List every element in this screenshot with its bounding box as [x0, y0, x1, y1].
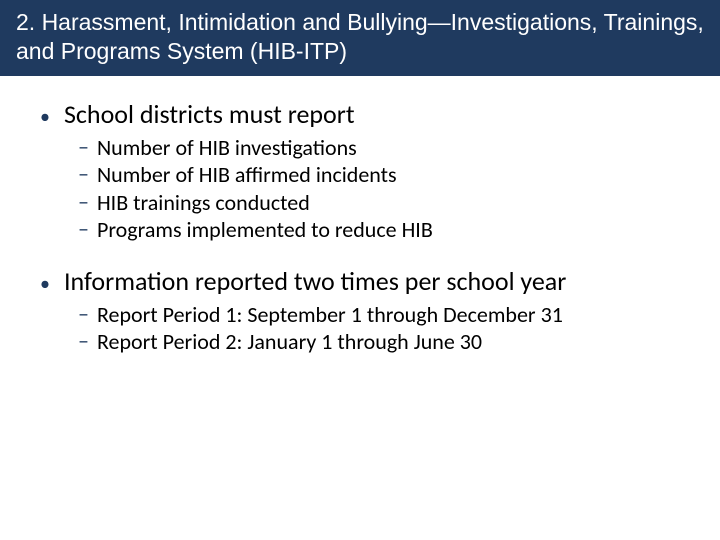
bullet-level2: – Number of HIB investigations [78, 134, 680, 162]
bullet-level2: – Report Period 2: January 1 through Jun… [78, 328, 680, 356]
dash-marker-icon: – [78, 189, 89, 215]
dash-marker-icon: – [78, 328, 89, 354]
slide-content: • School districts must report – Number … [0, 77, 720, 356]
sub-bullet-text: Programs implemented to reduce HIB [97, 216, 433, 244]
sub-bullet-text: HIB trainings conducted [97, 189, 310, 217]
sub-bullet-list: – Report Period 1: September 1 through D… [78, 301, 680, 356]
dash-marker-icon: – [78, 134, 89, 160]
bullet-level2: – Number of HIB affirmed incidents [78, 161, 680, 189]
bullet-text: School districts must report [64, 99, 355, 130]
sub-bullet-text: Report Period 1: September 1 through Dec… [97, 301, 563, 329]
sub-bullet-text: Number of HIB affirmed incidents [97, 161, 397, 189]
dash-marker-icon: – [78, 161, 89, 187]
sub-bullet-list: – Number of HIB investigations – Number … [78, 134, 680, 244]
bullet-marker-icon: • [40, 105, 50, 129]
bullet-level1: • School districts must report [40, 99, 680, 130]
bullet-level2: – Report Period 1: September 1 through D… [78, 301, 680, 329]
slide: 2. Harassment, Intimidation and Bullying… [0, 0, 720, 540]
slide-title: 2. Harassment, Intimidation and Bullying… [16, 8, 704, 66]
dash-marker-icon: – [78, 216, 89, 242]
title-bar: 2. Harassment, Intimidation and Bullying… [0, 0, 720, 77]
bullet-level2: – Programs implemented to reduce HIB [78, 216, 680, 244]
dash-marker-icon: – [78, 301, 89, 327]
bullet-level1: • Information reported two times per sch… [40, 266, 680, 297]
bullet-text: Information reported two times per schoo… [64, 266, 566, 297]
sub-bullet-text: Number of HIB investigations [97, 134, 357, 162]
sub-bullet-text: Report Period 2: January 1 through June … [97, 328, 482, 356]
bullet-marker-icon: • [40, 272, 50, 296]
bullet-level2: – HIB trainings conducted [78, 189, 680, 217]
